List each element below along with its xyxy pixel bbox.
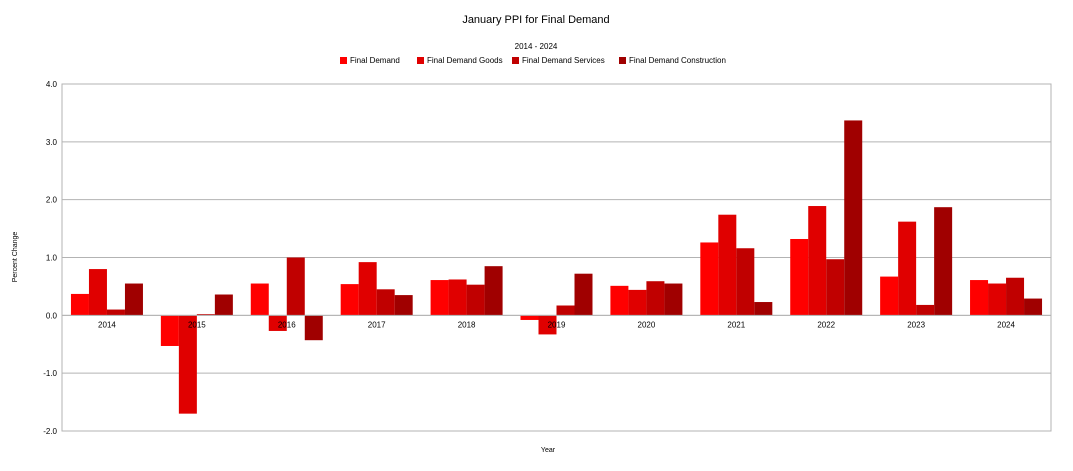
bar <box>1024 298 1043 316</box>
bar <box>286 257 305 316</box>
bar <box>394 295 413 316</box>
bar <box>754 302 773 316</box>
bar <box>970 280 989 316</box>
x-tick-label: 2019 <box>548 320 566 329</box>
chart-title: January PPI for Final Demand <box>462 14 609 26</box>
legend-item: Final Demand Construction <box>619 56 726 65</box>
x-tick-label: 2024 <box>997 320 1015 329</box>
bar <box>268 315 287 331</box>
bar <box>106 309 125 316</box>
bar <box>610 285 629 316</box>
legend-label: Final Demand Goods <box>427 56 503 65</box>
bar <box>934 207 953 316</box>
bar <box>124 283 143 316</box>
bar <box>988 283 1007 316</box>
bar <box>916 304 935 316</box>
bar <box>736 248 755 316</box>
bar <box>214 294 233 316</box>
x-tick-label: 2018 <box>458 320 476 329</box>
bar <box>556 305 575 316</box>
y-tick-label: -2.0 <box>43 427 57 436</box>
legend-item: Final Demand Services <box>512 56 605 65</box>
bar <box>628 289 647 316</box>
bar <box>718 214 737 316</box>
legend-item: Final Demand Goods <box>417 56 503 65</box>
legend-item: Final Demand <box>340 56 400 65</box>
bar <box>664 283 683 316</box>
x-tick-label: 2021 <box>727 320 745 329</box>
bar <box>646 281 665 316</box>
bar <box>430 280 449 316</box>
bar <box>790 238 809 316</box>
bar <box>538 315 557 335</box>
legend-swatch <box>512 57 519 64</box>
bar <box>844 120 863 316</box>
legend-label: Final Demand Construction <box>629 56 726 65</box>
bars <box>62 120 1051 414</box>
x-tick-label: 2017 <box>368 320 386 329</box>
x-tick-label: 2023 <box>907 320 925 329</box>
x-tick-label: 2015 <box>188 320 206 329</box>
y-tick-label: 3.0 <box>46 138 58 147</box>
bar <box>340 284 359 316</box>
legend-swatch <box>619 57 626 64</box>
bar <box>160 315 179 346</box>
bar <box>1006 277 1025 316</box>
y-axis-ticks: 4.0 3.0 2.0 1.0 0.0 -1.0 -2.0 <box>43 80 57 436</box>
bar <box>700 242 719 316</box>
bar <box>88 269 107 316</box>
y-tick-label: 4.0 <box>46 80 58 89</box>
x-axis-ticks: 2014 2015 2016 2017 2018 2019 2020 2021 2022 2023… <box>98 320 1015 329</box>
bar <box>196 314 215 316</box>
bar <box>448 279 467 316</box>
x-tick-label: 2022 <box>817 320 835 329</box>
legend-swatch <box>417 57 424 64</box>
bar <box>466 284 485 316</box>
x-tick-label: 2016 <box>278 320 296 329</box>
bar <box>304 315 323 341</box>
legend-swatch <box>340 57 347 64</box>
bar <box>178 315 197 414</box>
x-tick-label: 2020 <box>638 320 656 329</box>
bar <box>826 259 845 316</box>
y-tick-label: 2.0 <box>46 196 58 205</box>
bar <box>520 315 539 320</box>
bar <box>898 221 917 316</box>
bar <box>880 276 899 316</box>
y-tick-label: 0.0 <box>46 311 58 320</box>
legend-label: Final Demand <box>350 56 400 65</box>
x-tick-label: 2014 <box>98 320 116 329</box>
legend: Final Demand Final Demand Goods Final Dema… <box>340 56 726 65</box>
y-axis-label: Percent Change <box>12 232 19 283</box>
bar <box>70 293 89 316</box>
legend-label: Final Demand Services <box>522 56 605 65</box>
bar <box>358 262 377 316</box>
y-tick-label: -1.0 <box>43 369 57 378</box>
x-axis-label: Year <box>541 447 556 454</box>
chart-subtitle: 2014 - 2024 <box>515 42 558 51</box>
bar <box>808 206 827 316</box>
bar <box>250 283 269 316</box>
bar <box>484 266 503 316</box>
plot-frame <box>61 83 1052 432</box>
bar <box>574 273 593 316</box>
y-tick-label: 1.0 <box>46 254 58 263</box>
bar <box>376 289 395 316</box>
